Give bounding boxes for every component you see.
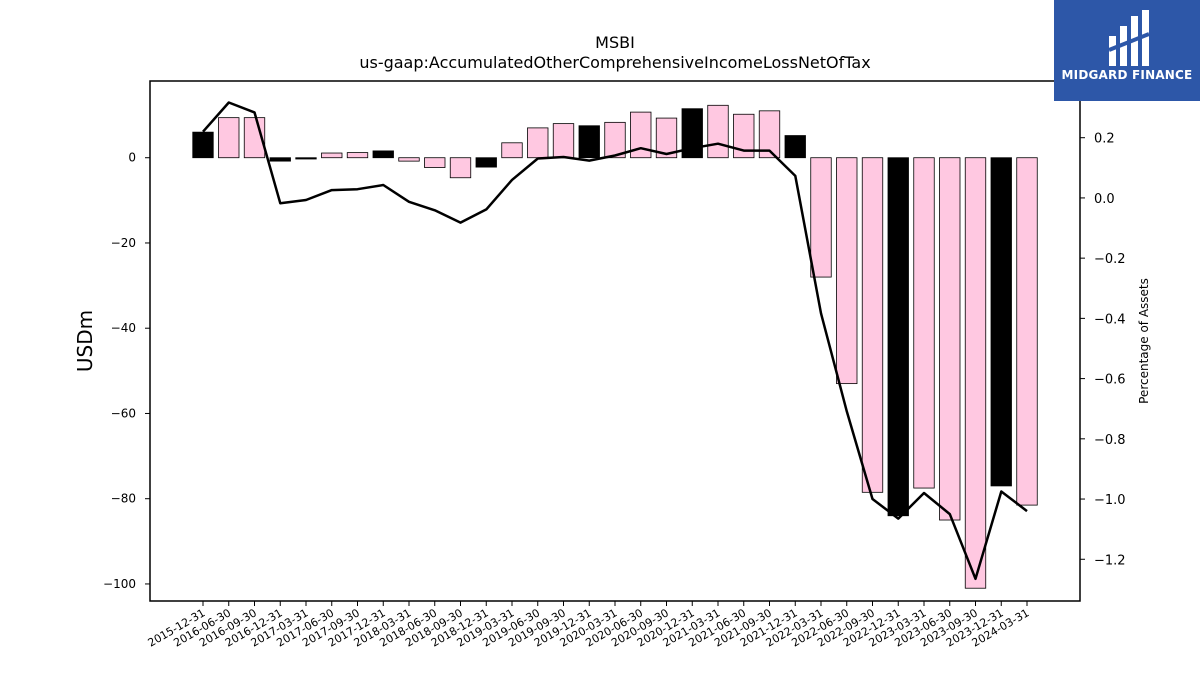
y2-tick-label: −0.4 bbox=[1094, 312, 1126, 327]
y2-tick-label: −1.0 bbox=[1094, 493, 1126, 508]
bar-2023-12-31 bbox=[990, 157, 1012, 487]
y2-tick-label: 0.2 bbox=[1094, 132, 1115, 147]
bar-2017-12-31 bbox=[372, 150, 394, 159]
bar-2016-06-30 bbox=[218, 117, 240, 159]
y-tick-label: −20 bbox=[111, 236, 136, 250]
y-tick-label: −60 bbox=[111, 406, 136, 420]
logo-text: MIDGARD FINANCE bbox=[1061, 68, 1193, 82]
bar-2016-12-31 bbox=[269, 157, 291, 162]
y2-axis-label: Percentage of Assets bbox=[1137, 278, 1151, 404]
bar-2020-12-31 bbox=[681, 108, 703, 159]
bar-2018-06-30 bbox=[424, 157, 446, 168]
y2-tick-label: −0.2 bbox=[1094, 252, 1126, 267]
bar-2019-06-30 bbox=[527, 127, 549, 159]
line-series bbox=[202, 101, 1028, 581]
bar-2022-06-30 bbox=[836, 157, 858, 385]
y-tick-label: −80 bbox=[111, 492, 136, 506]
y-axis-label: USDm bbox=[73, 310, 97, 372]
bar-2017-03-31 bbox=[295, 157, 317, 160]
bar-2019-09-30 bbox=[552, 123, 575, 159]
bar-2017-09-30 bbox=[346, 152, 369, 159]
y2-tick-label: −1.2 bbox=[1094, 553, 1126, 568]
bar-2020-09-30 bbox=[655, 117, 678, 159]
bar-2019-03-31 bbox=[501, 142, 523, 159]
bar-2018-09-30 bbox=[449, 157, 472, 179]
y-tick-label: 0 bbox=[128, 151, 136, 165]
y2-tick-label: −0.8 bbox=[1094, 433, 1126, 448]
y2-tick-label: 0.0 bbox=[1094, 192, 1115, 207]
bar-2020-03-31 bbox=[604, 121, 626, 159]
bar-2022-03-31 bbox=[810, 157, 832, 278]
bar-2018-12-31 bbox=[475, 157, 497, 168]
bar-2023-03-31 bbox=[913, 157, 935, 489]
bar-2022-09-30 bbox=[861, 157, 884, 493]
bar-series bbox=[192, 104, 1038, 589]
y2-tick-label: −0.6 bbox=[1094, 373, 1126, 388]
y-tick-label: −40 bbox=[111, 321, 136, 335]
bar-2021-09-30 bbox=[758, 110, 781, 159]
bar-2021-03-31 bbox=[707, 104, 729, 159]
bar-2018-03-31 bbox=[398, 157, 420, 162]
bar-2023-09-30 bbox=[964, 157, 987, 589]
assets-percentage-line bbox=[202, 101, 1028, 581]
bar-2019-12-31 bbox=[578, 125, 600, 159]
y-tick-label: −100 bbox=[103, 577, 136, 591]
bar-2015-12-31 bbox=[192, 131, 214, 159]
bar-2022-12-31 bbox=[887, 157, 909, 517]
logo-mark-icon bbox=[1108, 10, 1150, 66]
bar-2020-06-30 bbox=[630, 111, 652, 159]
chart-subtitle: us-gaap:AccumulatedOtherComprehensiveInc… bbox=[359, 53, 870, 72]
bar-2024-03-31 bbox=[1016, 157, 1038, 506]
bar-2021-12-31 bbox=[784, 135, 806, 159]
bar-2017-06-30 bbox=[321, 152, 343, 159]
bar-2021-06-30 bbox=[733, 113, 755, 159]
company-logo: MIDGARD FINANCE bbox=[1054, 0, 1200, 101]
bar-2023-06-30 bbox=[939, 157, 961, 521]
chart-title: MSBI bbox=[595, 33, 635, 52]
